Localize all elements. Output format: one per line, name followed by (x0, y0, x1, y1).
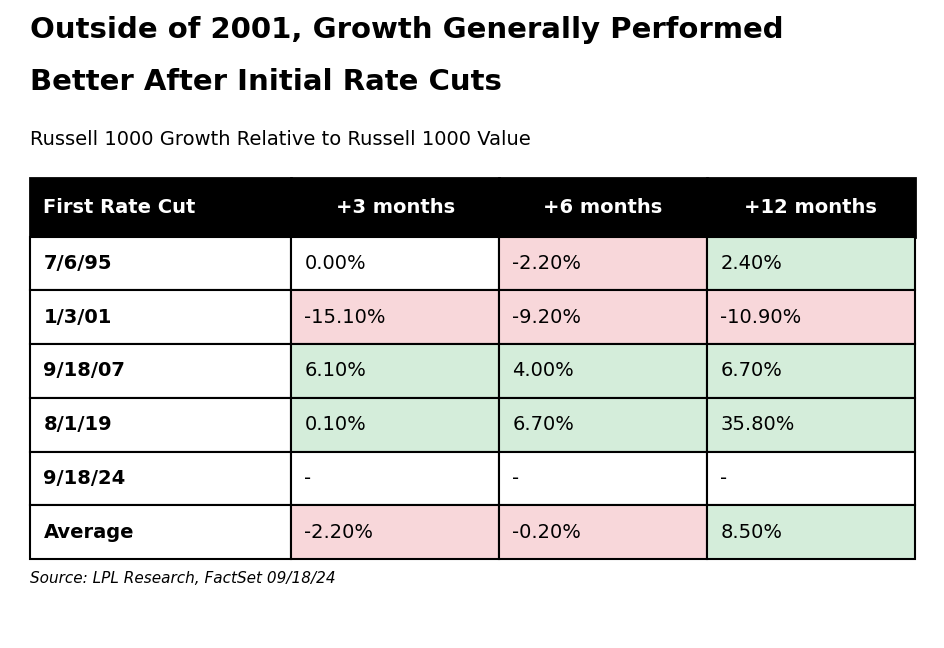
Text: 0.10%: 0.10% (304, 415, 365, 434)
Text: -: - (512, 469, 519, 488)
Text: -9.20%: -9.20% (512, 308, 581, 327)
Text: Better After Initial Rate Cuts: Better After Initial Rate Cuts (30, 68, 501, 96)
Text: 1/3/01: 1/3/01 (43, 308, 111, 327)
Text: 8/1/19: 8/1/19 (43, 415, 112, 434)
Text: +3 months: +3 months (335, 198, 454, 217)
Text: Outside of 2001, Growth Generally Performed: Outside of 2001, Growth Generally Perfor… (30, 16, 783, 44)
Text: -: - (719, 469, 727, 488)
Text: -10.90%: -10.90% (719, 308, 801, 327)
Text: +12 months: +12 months (744, 198, 876, 217)
Text: 6.10%: 6.10% (304, 362, 366, 380)
Text: -0.20%: -0.20% (512, 523, 581, 542)
Text: -2.20%: -2.20% (304, 523, 373, 542)
Text: 6.70%: 6.70% (719, 362, 782, 380)
Text: First Rate Cut: First Rate Cut (43, 198, 195, 217)
Text: -: - (304, 469, 312, 488)
Text: 7/6/95: 7/6/95 (43, 254, 111, 273)
Text: +6 months: +6 months (543, 198, 662, 217)
Text: Average: Average (43, 523, 134, 542)
Text: 2.40%: 2.40% (719, 254, 782, 273)
Text: 4.00%: 4.00% (512, 362, 573, 380)
Text: -15.10%: -15.10% (304, 308, 385, 327)
Text: 9/18/07: 9/18/07 (43, 362, 126, 380)
Text: Source: LPL Research, FactSet 09/18/24: Source: LPL Research, FactSet 09/18/24 (30, 571, 335, 586)
Text: 8.50%: 8.50% (719, 523, 782, 542)
Text: 0.00%: 0.00% (304, 254, 365, 273)
Text: 35.80%: 35.80% (719, 415, 794, 434)
Text: 6.70%: 6.70% (512, 415, 574, 434)
Text: Russell 1000 Growth Relative to Russell 1000 Value: Russell 1000 Growth Relative to Russell … (30, 130, 531, 148)
Text: 9/18/24: 9/18/24 (43, 469, 126, 488)
Text: -2.20%: -2.20% (512, 254, 581, 273)
